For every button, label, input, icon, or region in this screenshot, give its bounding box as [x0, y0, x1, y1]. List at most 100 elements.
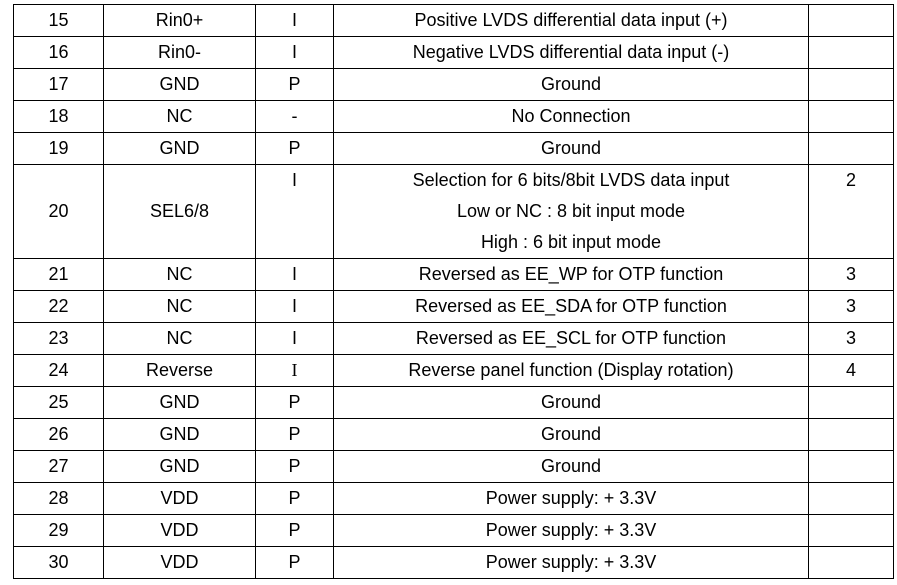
table-row: 19 GND P Ground — [13, 132, 894, 165]
note: 3 — [808, 322, 894, 355]
pin-number: 28 — [13, 482, 104, 515]
pin-name: Reverse — [103, 354, 256, 387]
table-row: 26 GND P Ground — [13, 418, 894, 451]
description: Reversed as EE_WP for OTP function — [333, 258, 809, 291]
pin-number: 22 — [13, 290, 104, 323]
table-row: 15 Rin0+ I Positive LVDS differential data … — [13, 4, 894, 37]
description: Ground — [333, 418, 809, 451]
pin-number: 23 — [13, 322, 104, 355]
pin-type: P — [255, 132, 334, 165]
pin-number: 30 — [13, 546, 104, 579]
pin-type: I — [255, 354, 334, 387]
note — [808, 68, 894, 101]
pin-name: NC — [103, 322, 256, 355]
note — [808, 546, 894, 579]
note — [808, 482, 894, 515]
pin-name: GND — [103, 386, 256, 419]
note — [808, 386, 894, 419]
pin-name: GND — [103, 418, 256, 451]
table-row: 28 VDD P Power supply: + 3.3V — [13, 482, 894, 515]
description: Selection for 6 bits/8bit LVDS data inpu… — [333, 164, 809, 259]
table-row: 23 NC I Reversed as EE_SCL for OTP function… — [13, 322, 894, 355]
pin-name: VDD — [103, 514, 256, 547]
pin-type: I — [255, 164, 334, 259]
pin-name: NC — [103, 290, 256, 323]
pin-type: P — [255, 482, 334, 515]
table-row: 18 NC - No Connection — [13, 100, 894, 133]
description: Power supply: + 3.3V — [333, 514, 809, 547]
description: Ground — [333, 386, 809, 419]
table-row: 22 NC I Reversed as EE_SDA for OTP function… — [13, 290, 894, 323]
pin-name: GND — [103, 450, 256, 483]
pin-type: I — [255, 290, 334, 323]
pin-number: 18 — [13, 100, 104, 133]
table-row: 21 NC I Reversed as EE_WP for OTP function 3 — [13, 258, 894, 291]
description: Power supply: + 3.3V — [333, 482, 809, 515]
pin-number: 15 — [13, 4, 104, 37]
pin-number: 26 — [13, 418, 104, 451]
table-row: 25 GND P Ground — [13, 386, 894, 419]
description: Reversed as EE_SDA for OTP function — [333, 290, 809, 323]
table-row: 24 Reverse I Reverse panel function (Displa… — [13, 354, 894, 387]
pin-number: 17 — [13, 68, 104, 101]
pin-number: 16 — [13, 36, 104, 69]
note — [808, 100, 894, 133]
pin-name: NC — [103, 258, 256, 291]
pin-type: P — [255, 418, 334, 451]
note — [808, 132, 894, 165]
note — [808, 514, 894, 547]
description: Reverse panel function (Display rotation… — [333, 354, 809, 387]
note — [808, 4, 894, 37]
note: 3 — [808, 290, 894, 323]
table-row: 16 Rin0- I Negative LVDS differential data … — [13, 36, 894, 69]
note: 3 — [808, 258, 894, 291]
pin-type: P — [255, 546, 334, 579]
description: Ground — [333, 450, 809, 483]
pin-name: VDD — [103, 546, 256, 579]
table-row: 29 VDD P Power supply: + 3.3V — [13, 514, 894, 547]
pin-name: GND — [103, 132, 256, 165]
note: 2 — [808, 164, 894, 259]
pin-name: Rin0- — [103, 36, 256, 69]
pin-type: P — [255, 68, 334, 101]
pin-number: 25 — [13, 386, 104, 419]
description: Ground — [333, 132, 809, 165]
description-line: Low or NC : 8 bit input mode — [456, 201, 686, 221]
description: Positive LVDS differential data input (+… — [333, 4, 809, 37]
pin-number: 27 — [13, 450, 104, 483]
table-row: 17 GND P Ground — [13, 68, 894, 101]
description-line: Selection for 6 bits/8bit LVDS data inpu… — [412, 170, 730, 190]
pin-type: P — [255, 386, 334, 419]
table-row: 20 SEL6/8 I Selection for 6 bits/8bit LVDS … — [13, 164, 894, 259]
pin-type: P — [255, 450, 334, 483]
description: Power supply: + 3.3V — [333, 546, 809, 579]
description: Reversed as EE_SCL for OTP function — [333, 322, 809, 355]
pin-name: Rin0+ — [103, 4, 256, 37]
note — [808, 36, 894, 69]
description: No Connection — [333, 100, 809, 133]
note — [808, 418, 894, 451]
pin-number: 20 — [13, 164, 104, 259]
pin-type: P — [255, 514, 334, 547]
table-body: 15 Rin0+ I Positive LVDS differential data … — [13, 4, 894, 579]
pin-type: - — [255, 100, 334, 133]
table-row: 30 VDD P Power supply: + 3.3V — [13, 546, 894, 579]
pin-name: GND — [103, 68, 256, 101]
pin-number: 19 — [13, 132, 104, 165]
pin-name: VDD — [103, 482, 256, 515]
pin-table: 15 Rin0+ I Positive LVDS differential data … — [13, 4, 894, 579]
pin-type: I — [255, 36, 334, 69]
pin-number: 21 — [13, 258, 104, 291]
pin-name: SEL6/8 — [103, 164, 256, 259]
note — [808, 450, 894, 483]
pin-number: 29 — [13, 514, 104, 547]
description-line: High : 6 bit input mode — [480, 232, 662, 252]
note: 4 — [808, 354, 894, 387]
pin-number: 24 — [13, 354, 104, 387]
pin-type: I — [255, 322, 334, 355]
table-row: 27 GND P Ground — [13, 450, 894, 483]
description: Ground — [333, 68, 809, 101]
pin-type: I — [255, 4, 334, 37]
description: Negative LVDS differential data input (-… — [333, 36, 809, 69]
pin-type: I — [255, 258, 334, 291]
